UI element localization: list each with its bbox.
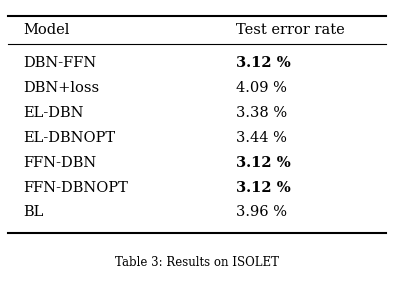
Text: 3.38 %: 3.38 % bbox=[236, 106, 288, 120]
Text: FFN-DBNOPT: FFN-DBNOPT bbox=[24, 180, 128, 195]
Text: 3.12 %: 3.12 % bbox=[236, 180, 291, 195]
Text: Test error rate: Test error rate bbox=[236, 23, 345, 37]
Text: EL-DBN: EL-DBN bbox=[24, 106, 84, 120]
Text: BL: BL bbox=[24, 205, 44, 219]
Text: 3.12 %: 3.12 % bbox=[236, 56, 291, 70]
Text: 3.12 %: 3.12 % bbox=[236, 156, 291, 170]
Text: EL-DBNOPT: EL-DBNOPT bbox=[24, 131, 116, 145]
Text: Table 3: Results on ISOLET: Table 3: Results on ISOLET bbox=[115, 256, 279, 269]
Text: DBN-FFN: DBN-FFN bbox=[24, 56, 97, 70]
Text: 4.09 %: 4.09 % bbox=[236, 81, 287, 95]
Text: Model: Model bbox=[24, 23, 70, 37]
Text: 3.96 %: 3.96 % bbox=[236, 205, 287, 219]
Text: 3.44 %: 3.44 % bbox=[236, 131, 287, 145]
Text: DBN+loss: DBN+loss bbox=[24, 81, 100, 95]
Text: FFN-DBN: FFN-DBN bbox=[24, 156, 97, 170]
